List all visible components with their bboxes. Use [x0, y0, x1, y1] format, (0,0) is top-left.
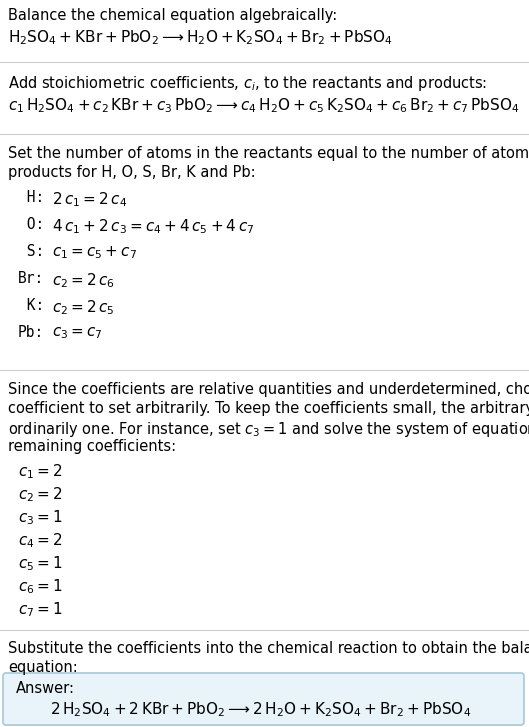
- Text: Br:: Br:: [18, 271, 44, 286]
- Text: $2\,\mathrm{H_2SO_4} + 2\,\mathrm{KBr} + \mathrm{PbO_2} \longrightarrow 2\,\math: $2\,\mathrm{H_2SO_4} + 2\,\mathrm{KBr} +…: [50, 700, 471, 719]
- Text: $c_1\,\mathrm{H_2SO_4} + c_2\,\mathrm{KBr} + c_3\,\mathrm{PbO_2} \longrightarrow: $c_1\,\mathrm{H_2SO_4} + c_2\,\mathrm{KB…: [8, 96, 519, 115]
- Text: $c_2 = 2$: $c_2 = 2$: [18, 485, 62, 504]
- Text: ordinarily one. For instance, set $c_3 = 1$ and solve the system of equations fo: ordinarily one. For instance, set $c_3 =…: [8, 420, 529, 439]
- Text: Substitute the coefficients into the chemical reaction to obtain the balanced: Substitute the coefficients into the che…: [8, 641, 529, 656]
- Text: $c_6 = 1$: $c_6 = 1$: [18, 577, 62, 595]
- Text: $c_1 = c_5 + c_7$: $c_1 = c_5 + c_7$: [52, 244, 137, 261]
- Text: Add stoichiometric coefficients, $c_i$, to the reactants and products:: Add stoichiometric coefficients, $c_i$, …: [8, 74, 487, 93]
- Text: equation:: equation:: [8, 660, 78, 675]
- Text: products for H, O, S, Br, K and Pb:: products for H, O, S, Br, K and Pb:: [8, 165, 256, 180]
- Text: $c_1 = 2$: $c_1 = 2$: [18, 462, 62, 481]
- Text: $c_2 = 2\,c_5$: $c_2 = 2\,c_5$: [52, 298, 115, 317]
- Text: Pb:: Pb:: [18, 325, 44, 340]
- Text: Since the coefficients are relative quantities and underdetermined, choose a: Since the coefficients are relative quan…: [8, 382, 529, 397]
- Text: $4\,c_1 + 2\,c_3 = c_4 + 4\,c_5 + 4\,c_7$: $4\,c_1 + 2\,c_3 = c_4 + 4\,c_5 + 4\,c_7…: [52, 217, 254, 236]
- Text: $c_2 = 2\,c_6$: $c_2 = 2\,c_6$: [52, 271, 115, 289]
- Text: S:: S:: [18, 244, 44, 259]
- FancyBboxPatch shape: [3, 673, 524, 725]
- Text: Answer:: Answer:: [16, 681, 75, 696]
- Text: $\mathrm{H_2SO_4 + KBr + PbO_2} \longrightarrow \mathrm{H_2O + K_2SO_4 + Br_2 + : $\mathrm{H_2SO_4 + KBr + PbO_2} \longrig…: [8, 28, 393, 47]
- Text: $c_4 = 2$: $c_4 = 2$: [18, 531, 62, 550]
- Text: Balance the chemical equation algebraically:: Balance the chemical equation algebraica…: [8, 8, 338, 23]
- Text: $2\,c_1 = 2\,c_4$: $2\,c_1 = 2\,c_4$: [52, 190, 127, 209]
- Text: coefficient to set arbitrarily. To keep the coefficients small, the arbitrary va: coefficient to set arbitrarily. To keep …: [8, 401, 529, 416]
- Text: H:: H:: [18, 190, 44, 205]
- Text: $c_7 = 1$: $c_7 = 1$: [18, 600, 62, 619]
- Text: Set the number of atoms in the reactants equal to the number of atoms in the: Set the number of atoms in the reactants…: [8, 146, 529, 161]
- Text: O:: O:: [18, 217, 44, 232]
- Text: $c_3 = 1$: $c_3 = 1$: [18, 508, 62, 526]
- Text: $c_5 = 1$: $c_5 = 1$: [18, 554, 62, 573]
- Text: remaining coefficients:: remaining coefficients:: [8, 439, 176, 454]
- Text: K:: K:: [18, 298, 44, 313]
- Text: $c_3 = c_7$: $c_3 = c_7$: [52, 325, 103, 341]
